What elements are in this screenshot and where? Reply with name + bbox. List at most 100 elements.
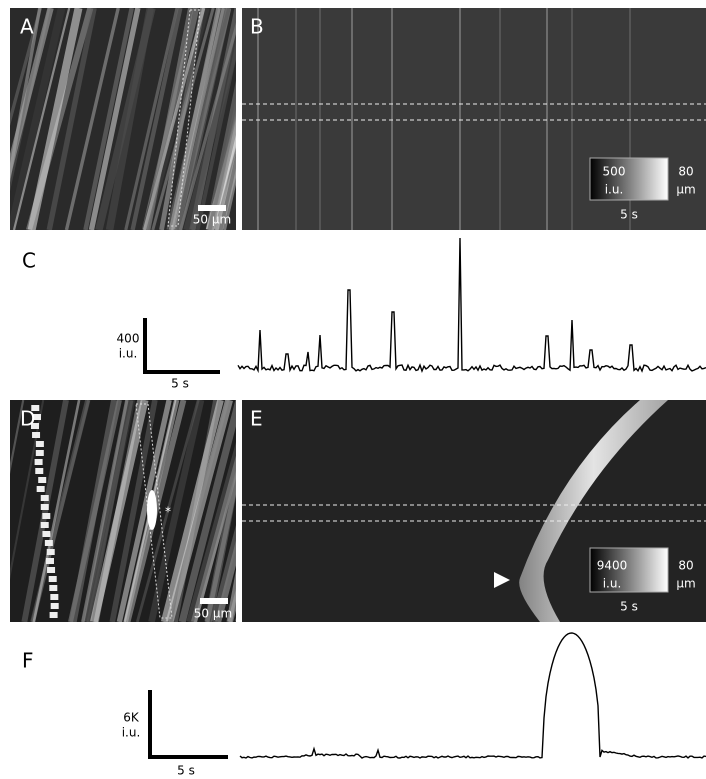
fiber [179,22,236,230]
colorbar-unit: i.u. [603,577,622,591]
blob [42,531,51,537]
colorbar-value: 9400 [597,559,628,573]
blob [48,576,57,582]
fiber [81,400,129,622]
colorbar [589,547,669,593]
blob [40,504,49,510]
colorbar [589,157,669,201]
fiber [10,8,54,179]
panel-label: A [20,15,34,39]
time-scale: 5 s [620,208,638,222]
time-scale: 5 s [177,764,195,778]
scale-bar [143,318,220,374]
blob [32,432,41,438]
fiber [195,41,236,230]
fiber [83,400,134,622]
fiber [183,32,236,230]
blob [30,423,39,429]
fiber [109,400,158,622]
marker: * [165,505,171,519]
scale-label: 50 µm [194,607,232,621]
fiber [168,8,221,230]
roi [167,9,201,227]
fiber [64,8,120,230]
fiber [186,442,236,622]
fiber [212,126,236,230]
fiber [217,154,236,230]
fiber [10,8,42,127]
time-scale: 5 s [620,600,638,614]
panel-label: C [22,249,36,273]
fiber [178,400,236,622]
fiber [204,456,236,622]
blob [45,558,54,564]
fiber [12,8,71,230]
amplitude-value: 400 [117,332,140,346]
fiber [151,8,215,230]
fiber [175,8,232,230]
blob [32,414,41,420]
blob [49,585,58,591]
blob [49,612,58,618]
roi [135,403,173,619]
scale-bar [198,205,226,211]
blob [35,450,44,456]
blob [31,405,40,411]
fiber [215,152,236,230]
fiber [21,400,69,622]
blob [40,495,49,501]
fiber [165,400,233,622]
fiber [222,168,236,230]
kymograph-lines [257,8,631,230]
time-scale: 5 s [171,377,189,391]
space-unit: µm [676,577,695,591]
fiber [88,8,141,230]
fiber [10,400,25,475]
space-unit: µm [676,183,695,197]
fiber [116,400,172,622]
blob [35,441,44,447]
blob [47,567,56,573]
scale-label: 50 µm [193,213,231,227]
scale-bar [148,690,228,759]
blob [44,540,53,546]
fiber [83,8,134,230]
space-value: 80 [678,559,693,573]
fiber [46,8,97,230]
trace [237,237,706,374]
fiber [130,8,183,230]
amplitude-unit: i.u. [122,726,141,740]
panel-label: B [250,15,264,39]
fiber [27,8,83,230]
blob [38,477,47,483]
fiber [10,8,66,230]
fiber [105,8,154,230]
panel-label: F [22,649,34,673]
blob [36,486,45,492]
fibers [10,8,236,230]
fiber [148,400,205,622]
fiber [135,400,200,622]
wave [519,400,668,622]
fiber [160,400,224,622]
blob [50,603,59,609]
bright-spot [147,490,157,530]
fiber [207,109,236,230]
fiber [145,8,194,230]
fiber [90,400,149,622]
fiber [32,400,81,622]
fiber [210,524,236,622]
panel-label: D [20,407,35,431]
colorbar-unit: i.u. [605,183,624,197]
scale-bar [200,598,228,604]
panel-label: E [250,407,263,431]
blob [42,513,51,519]
blob [35,468,44,474]
amplitude-value: 6K [123,711,140,725]
arrowhead [494,572,510,588]
fiber [215,540,236,622]
blob [46,549,55,555]
space-value: 80 [678,165,693,179]
colorbar-value: 500 [603,165,626,179]
